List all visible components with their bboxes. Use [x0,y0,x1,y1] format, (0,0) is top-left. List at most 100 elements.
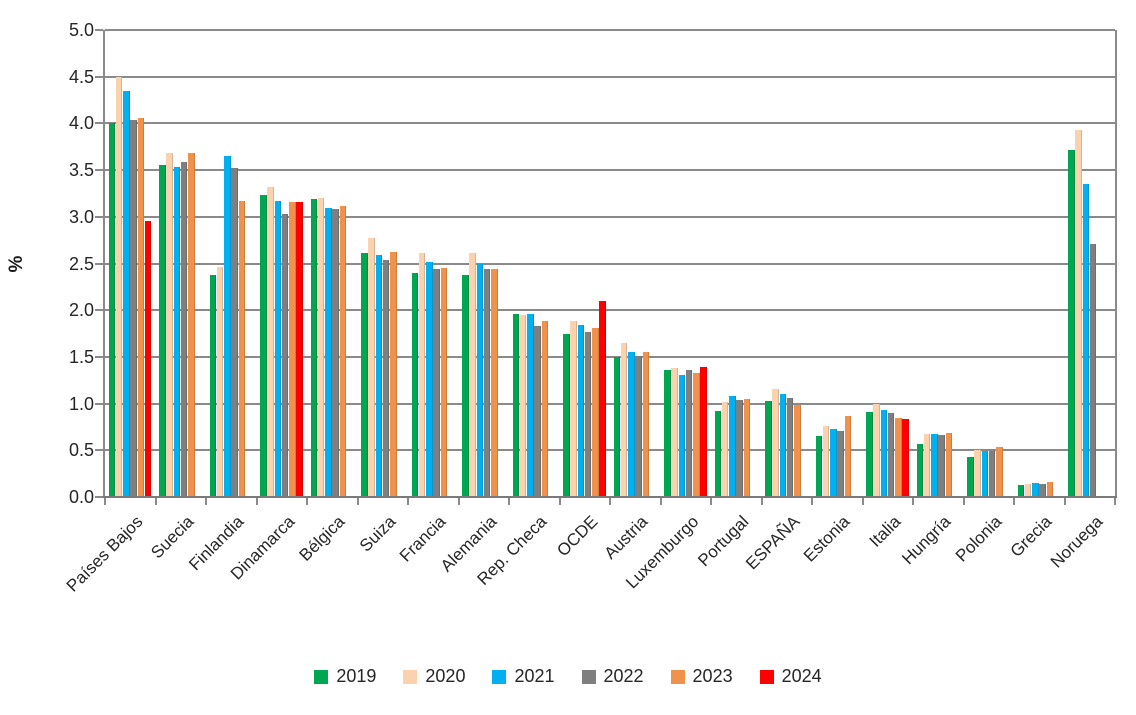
bar-2022-Polonia [988,451,996,497]
legend-swatch-2022 [581,669,596,684]
bar-2020-Luxemburgo [671,368,678,497]
bar-2019-Suecia [159,165,166,497]
y-axis-tick [95,75,103,78]
gridline [105,29,1115,31]
bar-2020-Portugal [721,401,729,497]
y-tick-label: 2.5 [68,253,94,274]
bar-2019-Grecia [1017,484,1025,497]
bar-2023-Países Bajos [137,117,145,497]
bar-2021-Países Bajos [123,90,130,497]
bar-2022-Austria [635,355,642,497]
bar-2020-Alemania [469,253,476,497]
legend-label: 2020 [425,666,466,686]
y-axis-tick [95,402,103,405]
gridline [105,169,1115,172]
bar-2020-OCDE [570,321,577,497]
bar-2021-OCDE [577,325,585,497]
bar-2023-Alemania [491,269,498,497]
x-axis-tick [609,498,611,505]
bar-2019-Rep. Checa [512,313,520,497]
bar-2022-Países Bajos [130,119,137,497]
bar-2024-Países Bajos [144,220,152,497]
bar-2023-Dinamarca [289,201,296,497]
bar-2022-ESPAÑA [786,398,794,497]
bar-2023-Italia [895,417,902,497]
y-axis-tick [95,169,103,172]
bar-2019-Portugal [714,411,722,497]
bar-2023-Bélgica [339,205,347,497]
bar-2021-Finlandia [224,156,231,497]
bar-2020-Bélgica [317,198,325,497]
y-axis-tick [95,122,103,125]
legend-item-2021: 2021 [492,666,555,687]
y-axis-tick [95,215,103,218]
bar-2023-OCDE [592,327,599,497]
bar-2021-Grecia [1032,483,1039,497]
x-axis-tick [407,498,409,505]
x-axis-tick [508,498,510,505]
legend-item-2023: 2023 [670,666,733,687]
bar-2023-Grecia [1046,482,1054,497]
legend-item-2020: 2020 [403,666,465,687]
x-axis-tick [912,498,914,505]
y-axis-tick [95,355,103,358]
bar-2021-Portugal [729,396,736,497]
legend-swatch-2019 [314,669,329,684]
y-tick-label: 4.5 [68,66,94,87]
bar-2023-Luxemburgo [693,372,700,497]
bar-2021-Italia [880,410,888,497]
bar-2022-Grecia [1039,483,1046,497]
bar-2022-Bélgica [332,209,339,497]
chart-legend: 2019 2020 2021 2022 2023 2024 [0,666,1136,687]
bar-2023-Rep. Checa [541,321,549,497]
bar-2021-Dinamarca [274,200,282,497]
bar-2020-Rep. Checa [519,314,527,497]
x-axis-tick [1114,498,1116,505]
x-axis-tick [760,498,763,505]
legend-item-2019: 2019 [314,666,376,687]
legend-swatch-2020 [403,669,418,684]
bar-2020-Grecia [1024,483,1032,497]
y-tick-label: 1.5 [68,346,94,367]
bar-2019-Austria [613,356,621,497]
bar-2020-ESPAÑA [772,388,779,497]
bar-2024-Dinamarca [296,201,303,497]
bar-2021-Rep. Checa [527,313,534,497]
bar-2020-Austria [620,342,628,497]
bar-2019-Estonia [815,436,823,497]
bar-2024-OCDE [599,300,606,497]
bar-2023-Polonia [996,446,1003,497]
gridline [105,355,1115,358]
x-axis-tick [104,498,106,505]
bar-2023-Austria [642,352,650,497]
gridline [105,215,1115,218]
x-axis-tick [1013,498,1015,505]
bar-2019-Italia [866,412,873,497]
bar-2019-Bélgica [310,199,318,497]
x-axis-tick [255,498,258,505]
bar-2022-Francia [433,269,440,497]
bar-2023-ESPAÑA [794,405,801,497]
bar-2022-Suiza [382,259,390,497]
y-tick-label: 2.0 [68,300,94,321]
x-axis-tick [1063,498,1066,505]
bar-2021-Francia [426,261,433,497]
bar-2023-Portugal [743,398,751,497]
bar-2023-Hungría [945,432,953,497]
gridline [105,75,1115,78]
bar-2021-ESPAÑA [779,394,787,497]
bar-2021-Austria [628,352,635,497]
y-axis-tick [95,29,103,31]
bar-2023-Francia [440,268,448,497]
x-axis-tick [811,498,813,505]
bar-2022-Estonia [837,430,844,497]
bar-2022-Suecia [180,161,188,497]
bar-2022-Alemania [483,269,491,497]
x-axis-tick [861,498,864,505]
gridline [105,122,1115,125]
gridline [105,449,1115,452]
bar-2019-Luxemburgo [664,369,671,497]
bar-2019-Polonia [967,456,974,497]
bar-2020-Francia [418,253,426,497]
bar-2022-OCDE [584,331,592,497]
